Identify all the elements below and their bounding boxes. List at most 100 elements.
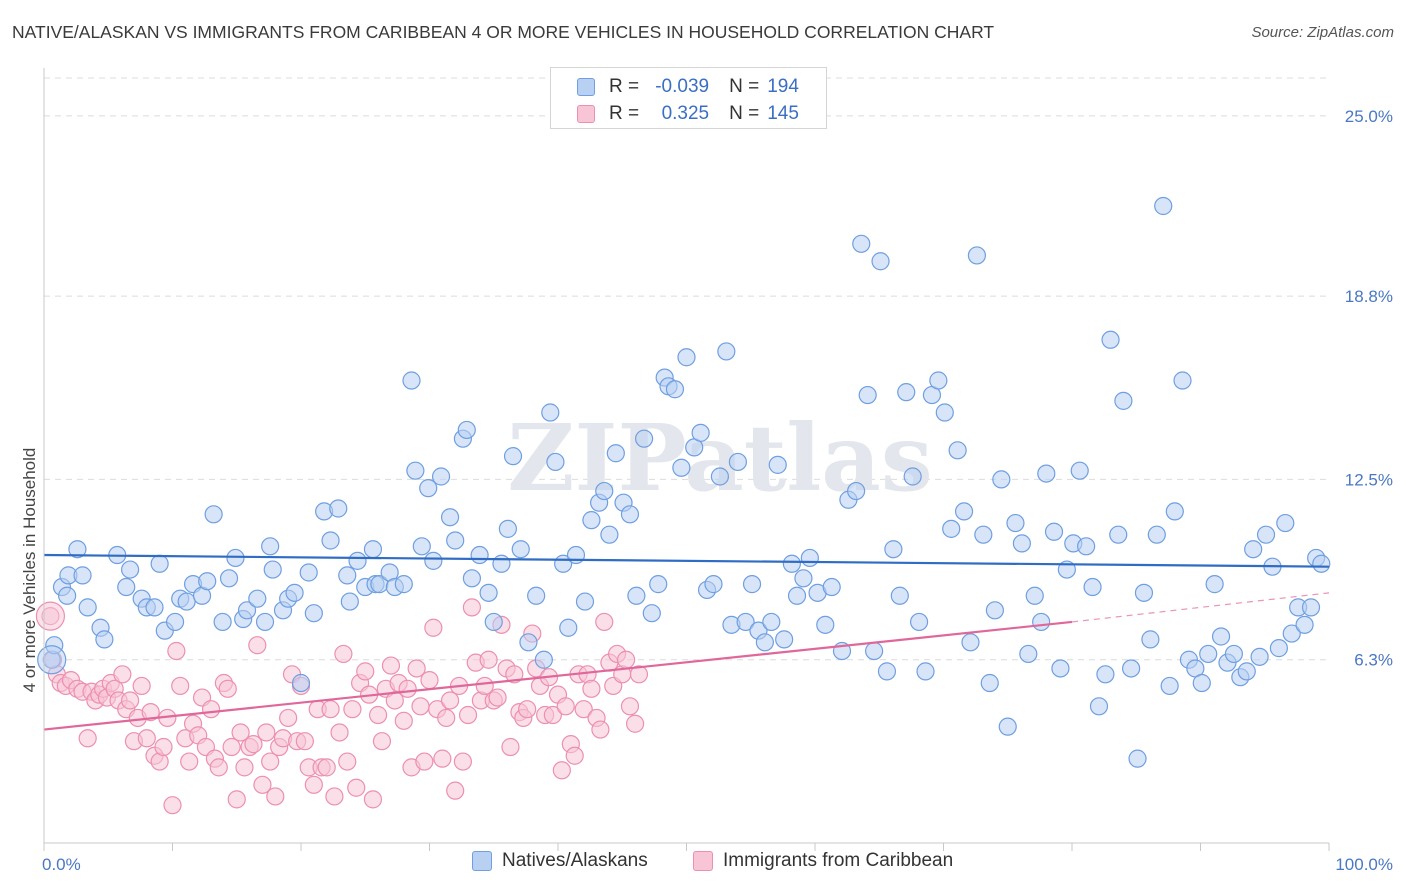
- natives-point: [890, 586, 909, 605]
- natives-point: [431, 467, 451, 486]
- natives-point: [263, 560, 282, 579]
- natives-point: [755, 633, 774, 652]
- caribbean-point: [222, 737, 241, 757]
- natives-point: [954, 502, 974, 521]
- natives-point: [916, 662, 935, 681]
- natives-point: [527, 586, 546, 605]
- legend-item-caribbean: Immigrants from Caribbean: [693, 850, 953, 872]
- legend-item-natives: Natives/Alaskans: [472, 850, 648, 872]
- caribbean-point: [462, 598, 482, 617]
- natives-point: [498, 519, 517, 538]
- caribbean-point: [595, 612, 614, 632]
- caribbean-swatch: [577, 105, 595, 123]
- natives-point: [974, 525, 993, 544]
- natives-point: [248, 589, 267, 608]
- natives-point: [1250, 647, 1269, 666]
- natives-point: [1147, 525, 1166, 544]
- natives-point: [363, 540, 383, 559]
- natives-legend-label: Natives/Alaskans: [502, 850, 648, 871]
- caribbean-point: [556, 697, 575, 716]
- natives-point: [237, 601, 257, 620]
- natives-point: [285, 583, 304, 602]
- caribbean-point: [304, 775, 323, 794]
- natives-point: [627, 586, 646, 605]
- caribbean-point: [132, 676, 151, 696]
- natives-point: [150, 554, 169, 573]
- caribbean-point: [325, 787, 344, 806]
- natives-point: [165, 612, 185, 632]
- natives-point-large: [37, 645, 67, 675]
- natives-point: [649, 575, 668, 594]
- natives-legend-swatch: [472, 851, 492, 871]
- natives-point: [948, 441, 967, 460]
- natives-point: [1312, 554, 1331, 573]
- grid-lines: [44, 77, 1329, 661]
- caribbean-point: [625, 714, 645, 733]
- caribbean-point: [295, 732, 314, 751]
- chart-title: NATIVE/ALASKAN VS IMMIGRANTS FROM CARIBB…: [12, 22, 995, 42]
- natives-point: [419, 479, 438, 498]
- caribbean-point: [317, 758, 336, 777]
- natives-point: [595, 481, 614, 501]
- natives-point: [204, 505, 223, 524]
- natives-point: [1199, 644, 1218, 664]
- natives-point: [406, 461, 425, 480]
- natives-point: [1295, 615, 1314, 634]
- natives-point: [877, 662, 897, 681]
- natives-point: [479, 583, 498, 602]
- natives-point: [768, 455, 787, 474]
- stats-legend: R = -0.039 N = 194 R = 0.325 N = 145: [550, 67, 827, 129]
- natives-point: [620, 505, 640, 524]
- y-axis-title: 4 or more Vehicles in Household: [20, 448, 39, 693]
- natives-point: [321, 531, 340, 550]
- natives-point: [961, 633, 980, 652]
- natives-point: [462, 569, 482, 588]
- natives-point: [1032, 612, 1051, 632]
- natives-point: [600, 525, 619, 544]
- caribbean-point: [356, 662, 375, 681]
- natives-point: [1019, 644, 1038, 664]
- caribbean-point: [381, 656, 401, 675]
- natives-point: [1012, 534, 1031, 553]
- natives-point: [484, 612, 503, 632]
- natives-point: [145, 598, 164, 617]
- caribbean-point: [475, 676, 494, 696]
- natives-point: [177, 592, 196, 611]
- natives-point: [1301, 598, 1321, 617]
- natives-point: [1006, 513, 1025, 533]
- natives-point: [1077, 537, 1096, 556]
- caribbean-point: [163, 796, 182, 815]
- y-tick-label: 25.0%: [1345, 107, 1393, 126]
- caribbean-point: [437, 708, 456, 728]
- caribbean-point: [261, 752, 280, 771]
- natives-point: [884, 540, 903, 559]
- caribbean-point: [591, 720, 610, 739]
- natives-point: [736, 612, 755, 632]
- natives-point: [198, 572, 217, 591]
- natives-point: [852, 234, 871, 253]
- watermark: ZIPatlas: [507, 404, 932, 512]
- natives-point: [935, 403, 954, 422]
- natives-point: [446, 531, 465, 550]
- natives-point: [559, 618, 578, 637]
- caribbean-point: [453, 752, 473, 771]
- caribbean-point: [248, 636, 267, 655]
- natives-point: [967, 246, 987, 265]
- legend-row-caribbean: R = 0.325 N = 145: [577, 101, 799, 127]
- natives-point: [424, 551, 443, 570]
- natives-point: [78, 598, 97, 617]
- caribbean-point: [582, 679, 601, 698]
- caribbean-point: [620, 697, 640, 716]
- natives-point: [1224, 644, 1244, 664]
- natives-point: [742, 575, 762, 594]
- r-label: R =: [609, 103, 640, 124]
- caribbean-point: [343, 700, 362, 719]
- caribbean-point: [334, 644, 353, 664]
- natives-point: [299, 563, 318, 582]
- natives-point: [903, 467, 922, 486]
- natives-point: [985, 601, 1005, 620]
- y-tick-label: 6.3%: [1354, 651, 1393, 670]
- natives-point: [800, 548, 819, 568]
- natives-point: [1141, 630, 1160, 649]
- natives-point: [1070, 461, 1089, 480]
